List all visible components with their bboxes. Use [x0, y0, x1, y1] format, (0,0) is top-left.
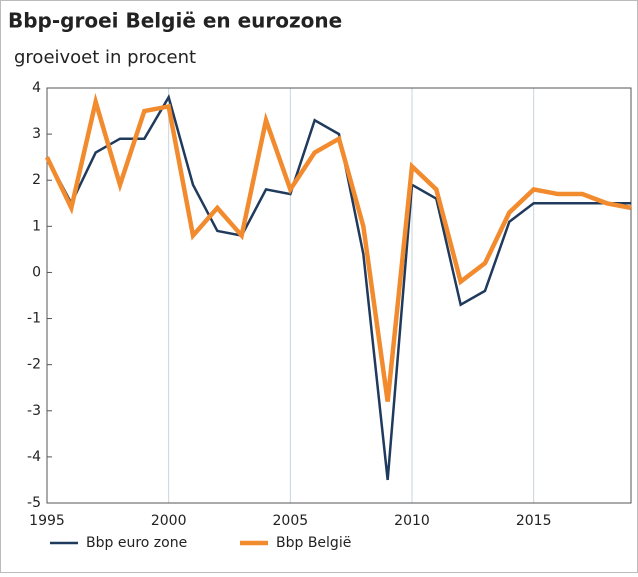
y-tick-label: 4	[32, 80, 41, 96]
chart-subtitle: groeivoet in procent	[14, 47, 196, 68]
x-tick-label: 2010	[394, 513, 430, 529]
y-tick-label: -3	[27, 403, 41, 419]
x-tick-label: 2015	[516, 513, 552, 529]
legend-label: Bbp België	[276, 535, 351, 551]
y-tick-label: -4	[27, 449, 41, 465]
legend-label: Bbp euro zone	[86, 535, 187, 551]
y-tick-label: -1	[27, 311, 41, 327]
y-tick-label: 3	[32, 126, 41, 142]
y-tick-label: 1	[32, 218, 41, 234]
series-line	[44, 92, 632, 402]
y-tick-label: 2	[32, 172, 41, 188]
x-tick-label: 2005	[273, 513, 309, 529]
x-tick-label: 2000	[151, 513, 187, 529]
x-tick-label: 1995	[29, 513, 65, 529]
y-tick-label: 0	[32, 264, 41, 280]
y-tick-label: -2	[27, 357, 41, 373]
series-line	[45, 94, 631, 481]
chart-title: Bbp-groei België en eurozone	[8, 9, 342, 33]
y-tick-label: -5	[27, 495, 41, 511]
plot-frame	[46, 87, 632, 504]
